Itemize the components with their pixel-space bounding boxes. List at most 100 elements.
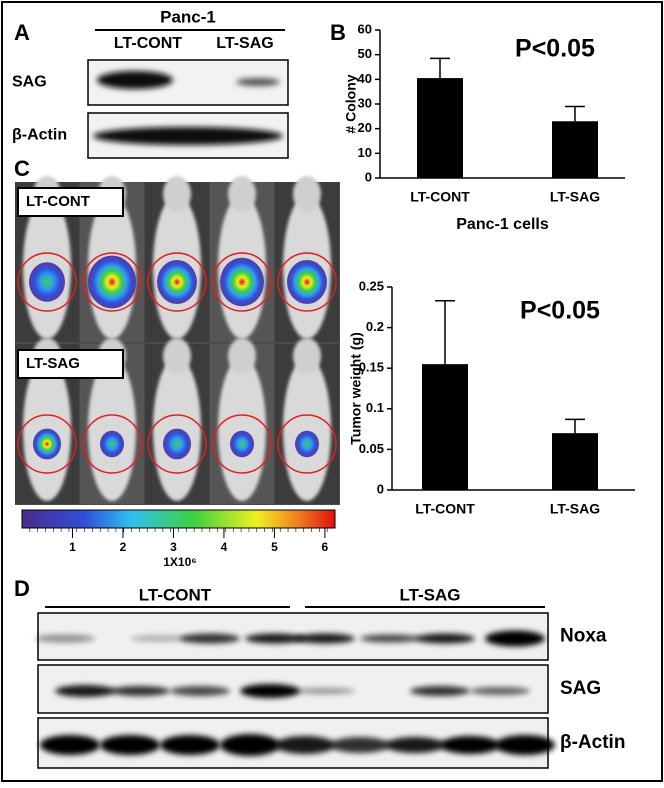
mouse-body (283, 357, 331, 501)
y-tick-label: 0.15 (359, 360, 384, 375)
signal (230, 430, 254, 458)
bar (422, 364, 468, 490)
mouse-head (163, 338, 191, 374)
signal (157, 260, 197, 304)
y-tick-label: 0 (365, 169, 372, 184)
band (55, 685, 115, 697)
signal (33, 428, 61, 460)
signal (163, 428, 191, 460)
band (385, 737, 445, 753)
lane-label: LT-CONT (139, 585, 212, 604)
colorbar-tick-label: 4 (221, 540, 228, 554)
roi-circle (212, 252, 272, 312)
band (100, 735, 160, 755)
band (245, 633, 305, 644)
band (160, 735, 220, 755)
x-tick-label: LT-CONT (410, 189, 470, 205)
y-axis-label: # Colony (343, 74, 359, 133)
mouse-head (228, 338, 256, 374)
roi-circle (17, 414, 77, 474)
panel-label: B (330, 20, 346, 45)
signal (287, 260, 327, 304)
y-axis-label: Tumor weight (g) (348, 332, 364, 445)
x-tick-label: LT-CONT (415, 501, 475, 517)
panel-label: C (14, 156, 30, 181)
x-tick-label: LT-SAG (550, 501, 600, 517)
group-label: LT-SAG (26, 355, 80, 372)
band (295, 688, 355, 694)
lane-label: LT-CONT (114, 35, 182, 52)
band (485, 630, 545, 647)
y-tick-label: 20 (358, 120, 372, 135)
signal (29, 262, 65, 302)
signal (295, 430, 319, 458)
bar (552, 433, 598, 490)
roi-circle (82, 252, 142, 312)
annotation: P<0.05 (515, 35, 595, 63)
band (470, 687, 530, 695)
y-tick-label: 0.1 (366, 400, 384, 415)
mouse-head (163, 176, 191, 212)
colorbar-tick-label: 5 (271, 540, 278, 554)
y-tick-label: 0.05 (359, 441, 384, 456)
y-tick-label: 0 (377, 481, 384, 496)
band (110, 686, 170, 696)
band (97, 71, 173, 89)
band (180, 633, 240, 644)
band (295, 633, 355, 644)
x-tick-label: LT-SAG (550, 189, 600, 205)
lane-label: LT-SAG (216, 35, 273, 52)
roi-circle (147, 414, 207, 474)
panel-label: D (14, 576, 30, 601)
band (40, 735, 100, 755)
row-label: SAG (12, 74, 47, 91)
colorbar-tick-label: 6 (322, 540, 329, 554)
mouse-body (218, 357, 266, 501)
group-label: LT-CONT (26, 193, 90, 210)
band (330, 737, 390, 753)
mouse-head (293, 338, 321, 374)
y-tick-label: 0.25 (359, 278, 384, 293)
band (93, 127, 283, 145)
y-tick-label: 30 (358, 95, 372, 110)
colorbar-tick-label: 2 (120, 540, 127, 554)
band (170, 686, 230, 696)
roi-circle (17, 252, 77, 312)
y-tick-label: 10 (358, 145, 372, 160)
band (360, 634, 420, 643)
band (440, 736, 500, 754)
group-label: Panc-1 (160, 7, 216, 26)
colorbar-tick-label: 1 (69, 540, 76, 554)
band (415, 633, 475, 644)
band (130, 635, 190, 642)
roi-circle (277, 414, 337, 474)
colorbar-label: 1X10⁶ (163, 555, 197, 569)
roi-circle (277, 252, 337, 312)
band (410, 686, 470, 696)
y-tick-label: 0.2 (366, 319, 384, 334)
band (275, 736, 335, 754)
colorbar (21, 509, 336, 529)
roi-circle (147, 252, 207, 312)
lane-label: LT-SAG (399, 585, 460, 604)
mouse-head (228, 176, 256, 212)
band (35, 634, 95, 643)
y-tick-label: 50 (358, 46, 372, 61)
group-box (17, 349, 124, 379)
row-label: Noxa (560, 626, 607, 647)
y-tick-label: 40 (358, 71, 372, 86)
band (236, 78, 280, 86)
group-box (17, 187, 124, 217)
mouse-body (88, 357, 136, 501)
roi-circle (212, 414, 272, 474)
x-axis-label: Panc-1 cells (456, 216, 549, 233)
colorbar-tick-label: 3 (170, 540, 177, 554)
row-label: β-Actin (560, 732, 625, 753)
bar (552, 121, 598, 178)
row-label: β-Actin (12, 127, 67, 144)
band (220, 734, 280, 756)
signal (88, 255, 136, 309)
bar (417, 78, 463, 178)
